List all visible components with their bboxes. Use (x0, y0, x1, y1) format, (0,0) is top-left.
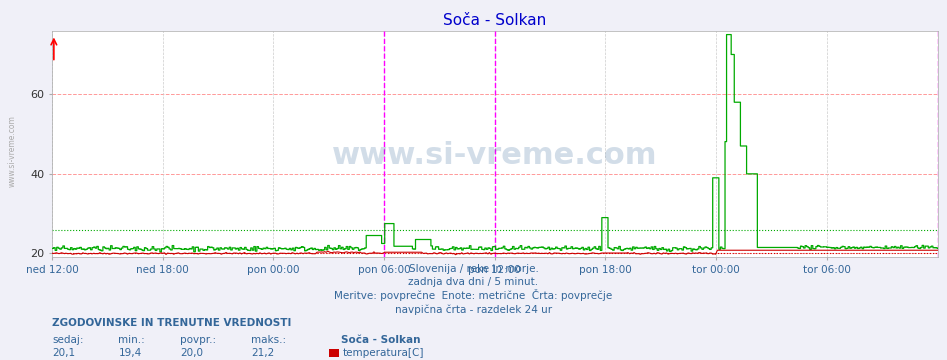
Text: www.si-vreme.com: www.si-vreme.com (8, 115, 17, 187)
Title: Soča - Solkan: Soča - Solkan (443, 13, 546, 28)
Text: 21,2: 21,2 (251, 348, 275, 358)
Text: 20,0: 20,0 (180, 348, 203, 358)
Text: Slovenija / reke in morje.: Slovenija / reke in morje. (408, 264, 539, 274)
Text: Soča - Solkan: Soča - Solkan (341, 335, 420, 345)
Text: min.:: min.: (118, 335, 145, 345)
Text: 19,4: 19,4 (118, 348, 142, 358)
Text: Meritve: povprečne  Enote: metrične  Črta: povprečje: Meritve: povprečne Enote: metrične Črta:… (334, 289, 613, 301)
Text: www.si-vreme.com: www.si-vreme.com (332, 141, 657, 170)
Text: sedaj:: sedaj: (52, 335, 83, 345)
Text: navpična črta - razdelek 24 ur: navpična črta - razdelek 24 ur (395, 304, 552, 315)
Text: zadnja dva dni / 5 minut.: zadnja dva dni / 5 minut. (408, 278, 539, 288)
Text: ZGODOVINSKE IN TRENUTNE VREDNOSTI: ZGODOVINSKE IN TRENUTNE VREDNOSTI (52, 318, 292, 328)
Text: maks.:: maks.: (251, 335, 286, 345)
Text: 20,1: 20,1 (52, 348, 75, 358)
Text: povpr.:: povpr.: (180, 335, 216, 345)
Text: temperatura[C]: temperatura[C] (343, 348, 424, 358)
